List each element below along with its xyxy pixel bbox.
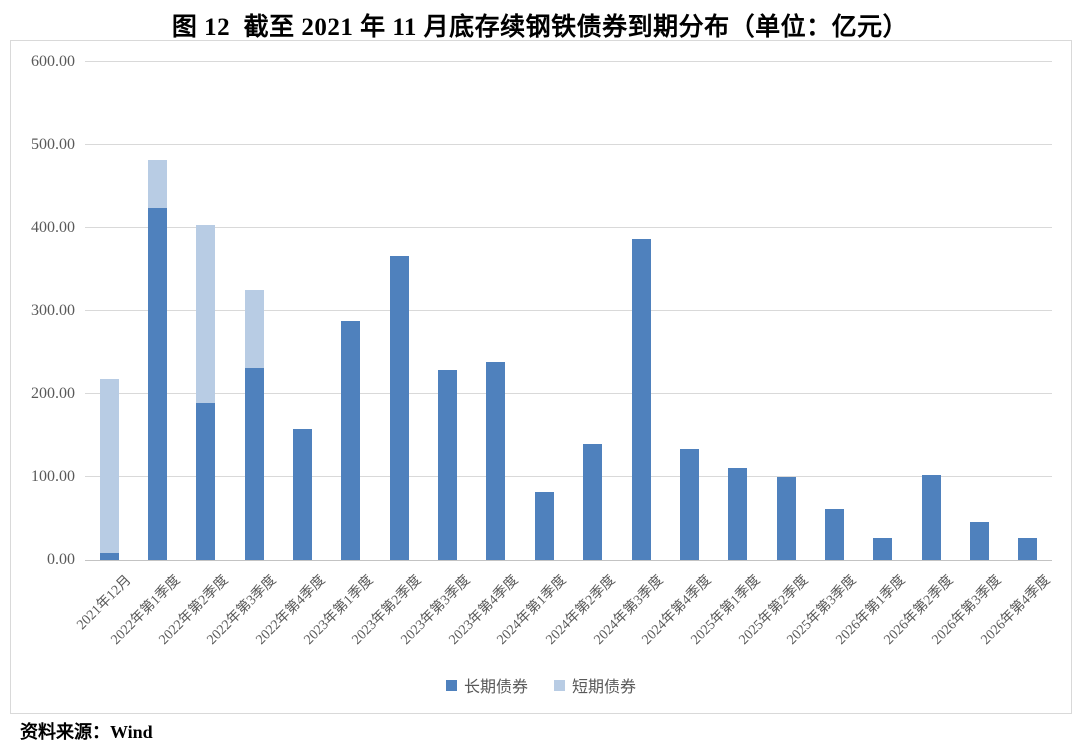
bar-segment-short-term (244, 290, 264, 369)
y-tick-label: 200.00 (31, 385, 75, 402)
bar-segment-long-term (438, 369, 458, 560)
legend-label: 长期债券 (463, 679, 528, 696)
bar-segment-long-term (679, 448, 699, 560)
bar-segment-long-term (389, 256, 409, 560)
chart-frame: 0.00 100.00 200.00 300.00 400.00 500.00 600.00… (10, 40, 1072, 714)
legend-label: 短期债券 (572, 679, 637, 696)
bar-segment-long-term (148, 208, 168, 560)
y-tick-label: 500.00 (31, 136, 75, 153)
chart-title: 图 12 截至 2021 年 11 月底存续钢铁债券到期分布（单位：亿元） (171, 14, 909, 41)
bar-segment-long-term (293, 428, 313, 560)
legend: 长期债券 短期债券 (11, 673, 1071, 697)
bar-segment-long-term (583, 443, 603, 560)
legend-swatch-icon (445, 679, 457, 691)
y-tick-label: 0.00 (47, 551, 75, 568)
bar-segment-long-term (969, 521, 989, 560)
gridline (85, 393, 1052, 394)
bar-segment-long-term (921, 474, 941, 560)
gridline (85, 310, 1052, 311)
gridline (85, 144, 1052, 145)
bar-segment-short-term (148, 159, 168, 209)
bar-segment-long-term (728, 467, 748, 560)
gridline (85, 227, 1052, 228)
legend-item: 短期债券 (554, 673, 636, 697)
bar-segment-short-term (99, 379, 119, 554)
bar-segment-long-term (534, 491, 554, 560)
bar-segment-long-term (486, 361, 506, 560)
gridline (85, 560, 1052, 561)
gridline (85, 61, 1052, 62)
source-note: 资料来源：Wind (20, 722, 153, 742)
bar-segment-long-term (1018, 538, 1038, 560)
bar-segment-long-term (244, 368, 264, 560)
legend-item: 长期债券 (445, 673, 528, 697)
bar-segment-long-term (99, 553, 119, 560)
bar-segment-long-term (631, 238, 651, 560)
bar-segment-long-term (873, 538, 893, 560)
y-tick-label: 300.00 (31, 302, 75, 319)
y-tick-label: 400.00 (31, 219, 75, 236)
plot-area: 0.00 100.00 200.00 300.00 400.00 500.00 600.00… (31, 53, 1053, 648)
bar-segment-long-term (776, 477, 796, 560)
bar-segment-long-term (196, 403, 216, 560)
y-tick-label: 100.00 (31, 468, 75, 485)
bar-segment-short-term (196, 224, 216, 404)
gridline (85, 476, 1052, 477)
y-tick-label: 600.00 (31, 53, 75, 70)
legend-swatch-icon (554, 679, 565, 691)
bar-segment-long-term (341, 320, 361, 560)
bar-segment-long-term (824, 509, 844, 560)
